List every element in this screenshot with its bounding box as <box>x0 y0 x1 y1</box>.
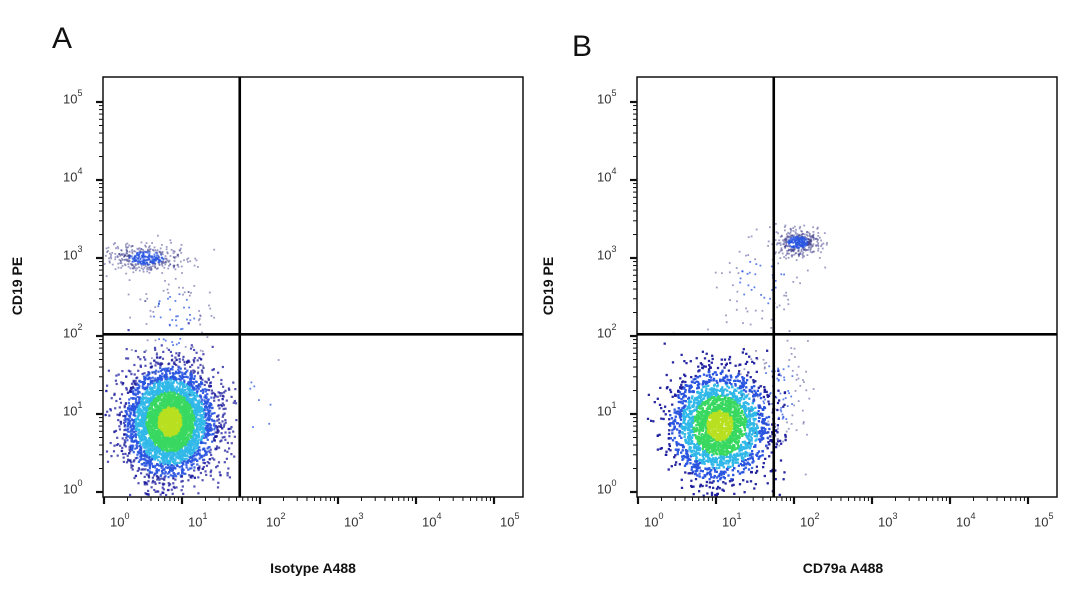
panel-b-x-tick-label: 103 <box>878 511 898 530</box>
panel-a-events <box>103 234 280 497</box>
panel-a-x-tick-label: 104 <box>422 511 442 530</box>
plot-frame <box>636 76 1058 498</box>
panel-a-y-tick-label: 104 <box>63 166 83 185</box>
panel-b-letter: B <box>572 30 593 63</box>
panel-a-x-tick-label: 100 <box>110 511 130 530</box>
panel-a-x-tick-label: 103 <box>344 511 364 530</box>
panel-b-y-axis-label: CD19 PE <box>540 256 556 316</box>
panel-a-y-tick-label: 102 <box>63 322 83 341</box>
panel-b-x-tick-label: 105 <box>1034 511 1054 530</box>
panel-b-events <box>646 214 828 497</box>
panel-b-x-tick-label: 101 <box>722 511 742 530</box>
panel-b-y-tick-label: 100 <box>597 478 617 497</box>
panel-a-x-tick-label: 102 <box>266 511 286 530</box>
panel-a-y-tick-label: 103 <box>63 244 83 263</box>
panel-a-y-axis-label: CD19 PE <box>9 256 25 316</box>
panel-b-y-tick-label: 105 <box>597 88 617 107</box>
panel-a-y-tick-label: 100 <box>63 478 83 497</box>
panel-b-x-tick-label: 104 <box>956 511 976 530</box>
panel-b-x-axis-label: CD79a A488 <box>802 560 884 576</box>
panel-a-plot <box>96 76 524 504</box>
panel-b-plot <box>630 76 1058 504</box>
panel-a-x-axis-label: Isotype A488 <box>270 560 356 576</box>
panel-a-x-tick-label: 105 <box>500 511 520 530</box>
panel-a-x-tick-label: 101 <box>188 511 208 530</box>
panel-a-y-tick-label: 105 <box>63 88 83 107</box>
panel-b-y-tick-label: 101 <box>597 400 617 419</box>
plot-frame <box>102 76 524 498</box>
panel-b-y-tick-label: 102 <box>597 322 617 341</box>
panel-a-letter: A <box>52 22 73 55</box>
panel-a-y-tick-label: 101 <box>63 400 83 419</box>
panel-b-x-tick-label: 100 <box>644 511 664 530</box>
panel-b-y-tick-label: 104 <box>597 166 617 185</box>
panel-b-y-tick-label: 103 <box>597 244 617 263</box>
panel-b-x-tick-label: 102 <box>800 511 820 530</box>
